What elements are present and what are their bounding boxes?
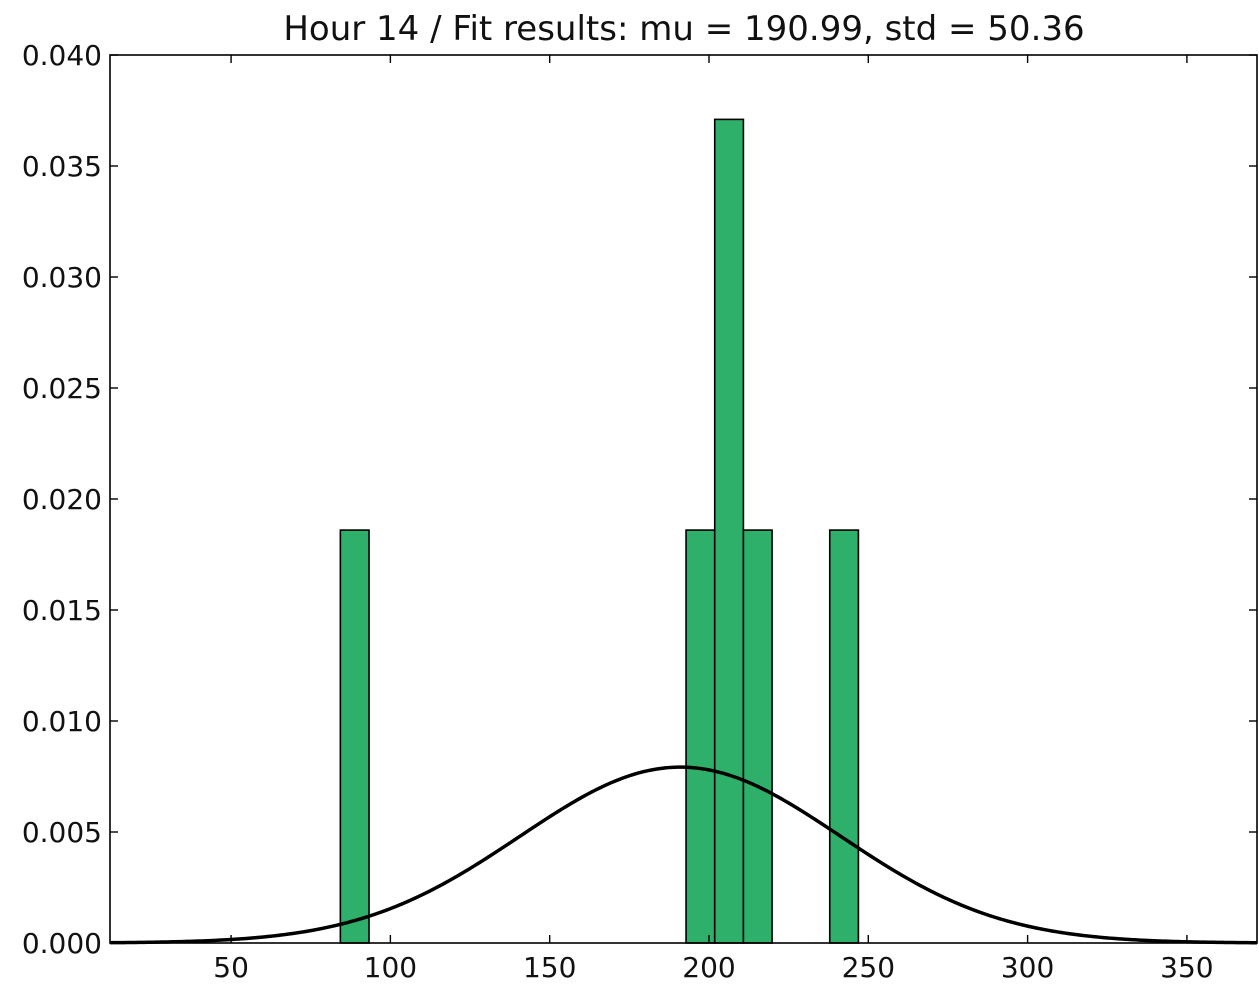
histogram-bar-3: [713, 118, 745, 944]
y-axis-ticks: 0.000 0.005 0.010 0.015 0.020 0.025 0.030 0.035…: [22, 39, 1257, 960]
x-axis-ticks: 50 100 150 200 250 300 350: [213, 55, 1214, 984]
y-tick-label-6: 0.030: [22, 261, 102, 294]
histogram-bar-5: [828, 529, 860, 944]
fit-curve-layer: [109, 765, 1258, 945]
y-tick-label-4: 0.020: [22, 483, 102, 516]
axes-layer: [109, 54, 1258, 944]
fit-curve: [109, 765, 1258, 945]
x-tick-label-50: 50: [213, 951, 249, 984]
x-tick-label-350: 350: [1160, 951, 1213, 984]
x-tick-label-150: 150: [523, 951, 576, 984]
histogram-bar-2: [685, 529, 716, 944]
bars-layer: [339, 118, 860, 944]
y-tick-label-5: 0.025: [22, 372, 102, 405]
y-tick-label-1: 0.005: [22, 816, 102, 849]
y-tick-label-0: 0.000: [22, 927, 102, 960]
x-tick-label-200: 200: [682, 951, 735, 984]
plot-frame: [109, 54, 1258, 944]
histogram-bar-1: [339, 529, 370, 944]
chart-title: Hour 14 / Fit results: mu = 190.99, std …: [283, 9, 1084, 49]
y-tick-label-8: 0.040: [22, 39, 102, 72]
x-tick-label-300: 300: [1001, 951, 1054, 984]
histogram-bar-4: [742, 529, 773, 944]
x-tick-label-250: 250: [842, 951, 895, 984]
y-tick-label-3: 0.015: [22, 594, 102, 627]
x-tick-label-100: 100: [364, 951, 417, 984]
y-tick-label-7: 0.035: [22, 150, 102, 183]
y-tick-label-2: 0.010: [22, 705, 102, 738]
